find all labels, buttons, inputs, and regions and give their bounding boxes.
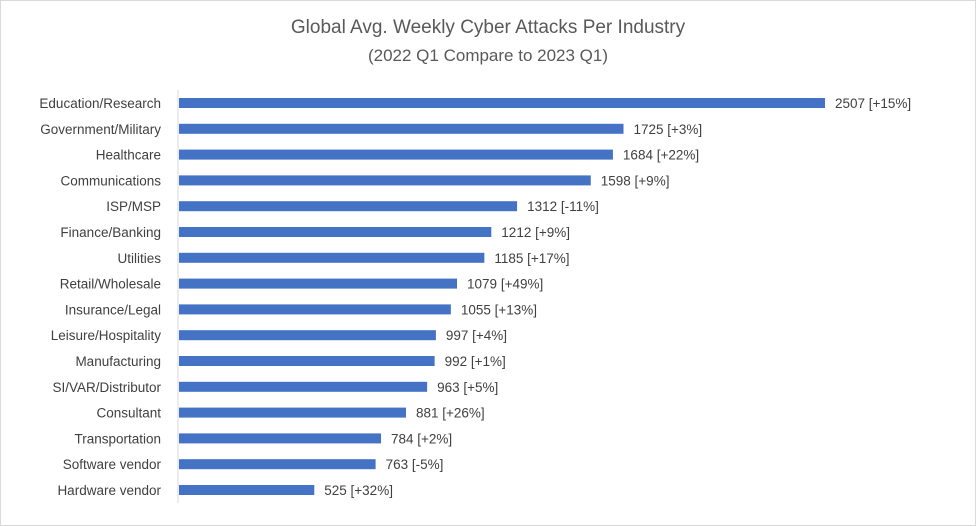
data-label: 997 [+4%] — [446, 328, 507, 343]
bar — [179, 356, 435, 366]
data-label: 1079 [+49%] — [467, 277, 543, 292]
category-label: Software vendor — [63, 457, 162, 472]
bar — [179, 278, 458, 289]
category-label: Education/Research — [39, 96, 161, 111]
bar — [179, 485, 315, 495]
bar — [179, 227, 492, 237]
category-label: Leisure/Hospitality — [51, 328, 162, 343]
bars — [179, 98, 825, 495]
bar — [179, 201, 518, 212]
bar — [179, 175, 591, 186]
data-label: 1725 [+3%] — [633, 122, 702, 137]
bar — [179, 330, 436, 341]
category-labels: Education/Research Government/Military Hea… — [39, 96, 161, 498]
data-label: 763 [-5%] — [386, 457, 444, 472]
bar — [179, 459, 376, 470]
category-label: Consultant — [96, 406, 161, 421]
data-label: 992 [+1%] — [445, 354, 506, 369]
bar — [179, 407, 407, 418]
chart-title: Global Avg. Weekly Cyber Attacks Per Ind… — [290, 17, 686, 38]
category-label: Insurance/Legal — [65, 302, 161, 317]
bar — [179, 381, 428, 392]
data-label: 784 [+2%] — [391, 431, 452, 446]
data-labels: 2507 [+15%] 1725 [+3%] 1684 [+22%] 1598 [+9… — [324, 96, 911, 498]
bar — [179, 149, 613, 160]
bar — [179, 304, 451, 315]
bar — [179, 252, 485, 263]
category-label: Transportation — [74, 431, 161, 446]
data-label: 963 [+5%] — [437, 380, 498, 395]
data-label: 1684 [+22%] — [623, 148, 699, 163]
data-label: 525 [+32%] — [324, 483, 393, 498]
data-label: 1598 [+9%] — [601, 173, 670, 188]
data-label: 1212 [+9%] — [501, 225, 570, 240]
data-label: 2507 [+15%] — [835, 96, 911, 111]
category-label: Healthcare — [96, 148, 161, 163]
category-label: Communications — [60, 173, 161, 188]
category-label: Retail/Wholesale — [60, 277, 161, 292]
chart-subtitle: (2022 Q1 Compare to 2023 Q1) — [367, 46, 609, 65]
category-label: Manufacturing — [75, 354, 161, 369]
data-label: 1312 [-11%] — [527, 199, 599, 214]
category-label: SI/VAR/Distributor — [52, 380, 161, 395]
category-label: Utilities — [117, 251, 161, 266]
category-label: Hardware vendor — [57, 483, 161, 498]
bar — [179, 123, 624, 134]
category-label: Finance/Banking — [60, 225, 161, 240]
data-label: 1185 [+17%] — [494, 251, 569, 266]
data-label: 1055 [+13%] — [461, 302, 537, 317]
category-label: ISP/MSP — [106, 199, 161, 214]
bar — [179, 98, 825, 108]
category-label: Government/Military — [40, 122, 161, 137]
bar — [179, 433, 382, 444]
data-label: 881 [+26%] — [416, 406, 485, 421]
